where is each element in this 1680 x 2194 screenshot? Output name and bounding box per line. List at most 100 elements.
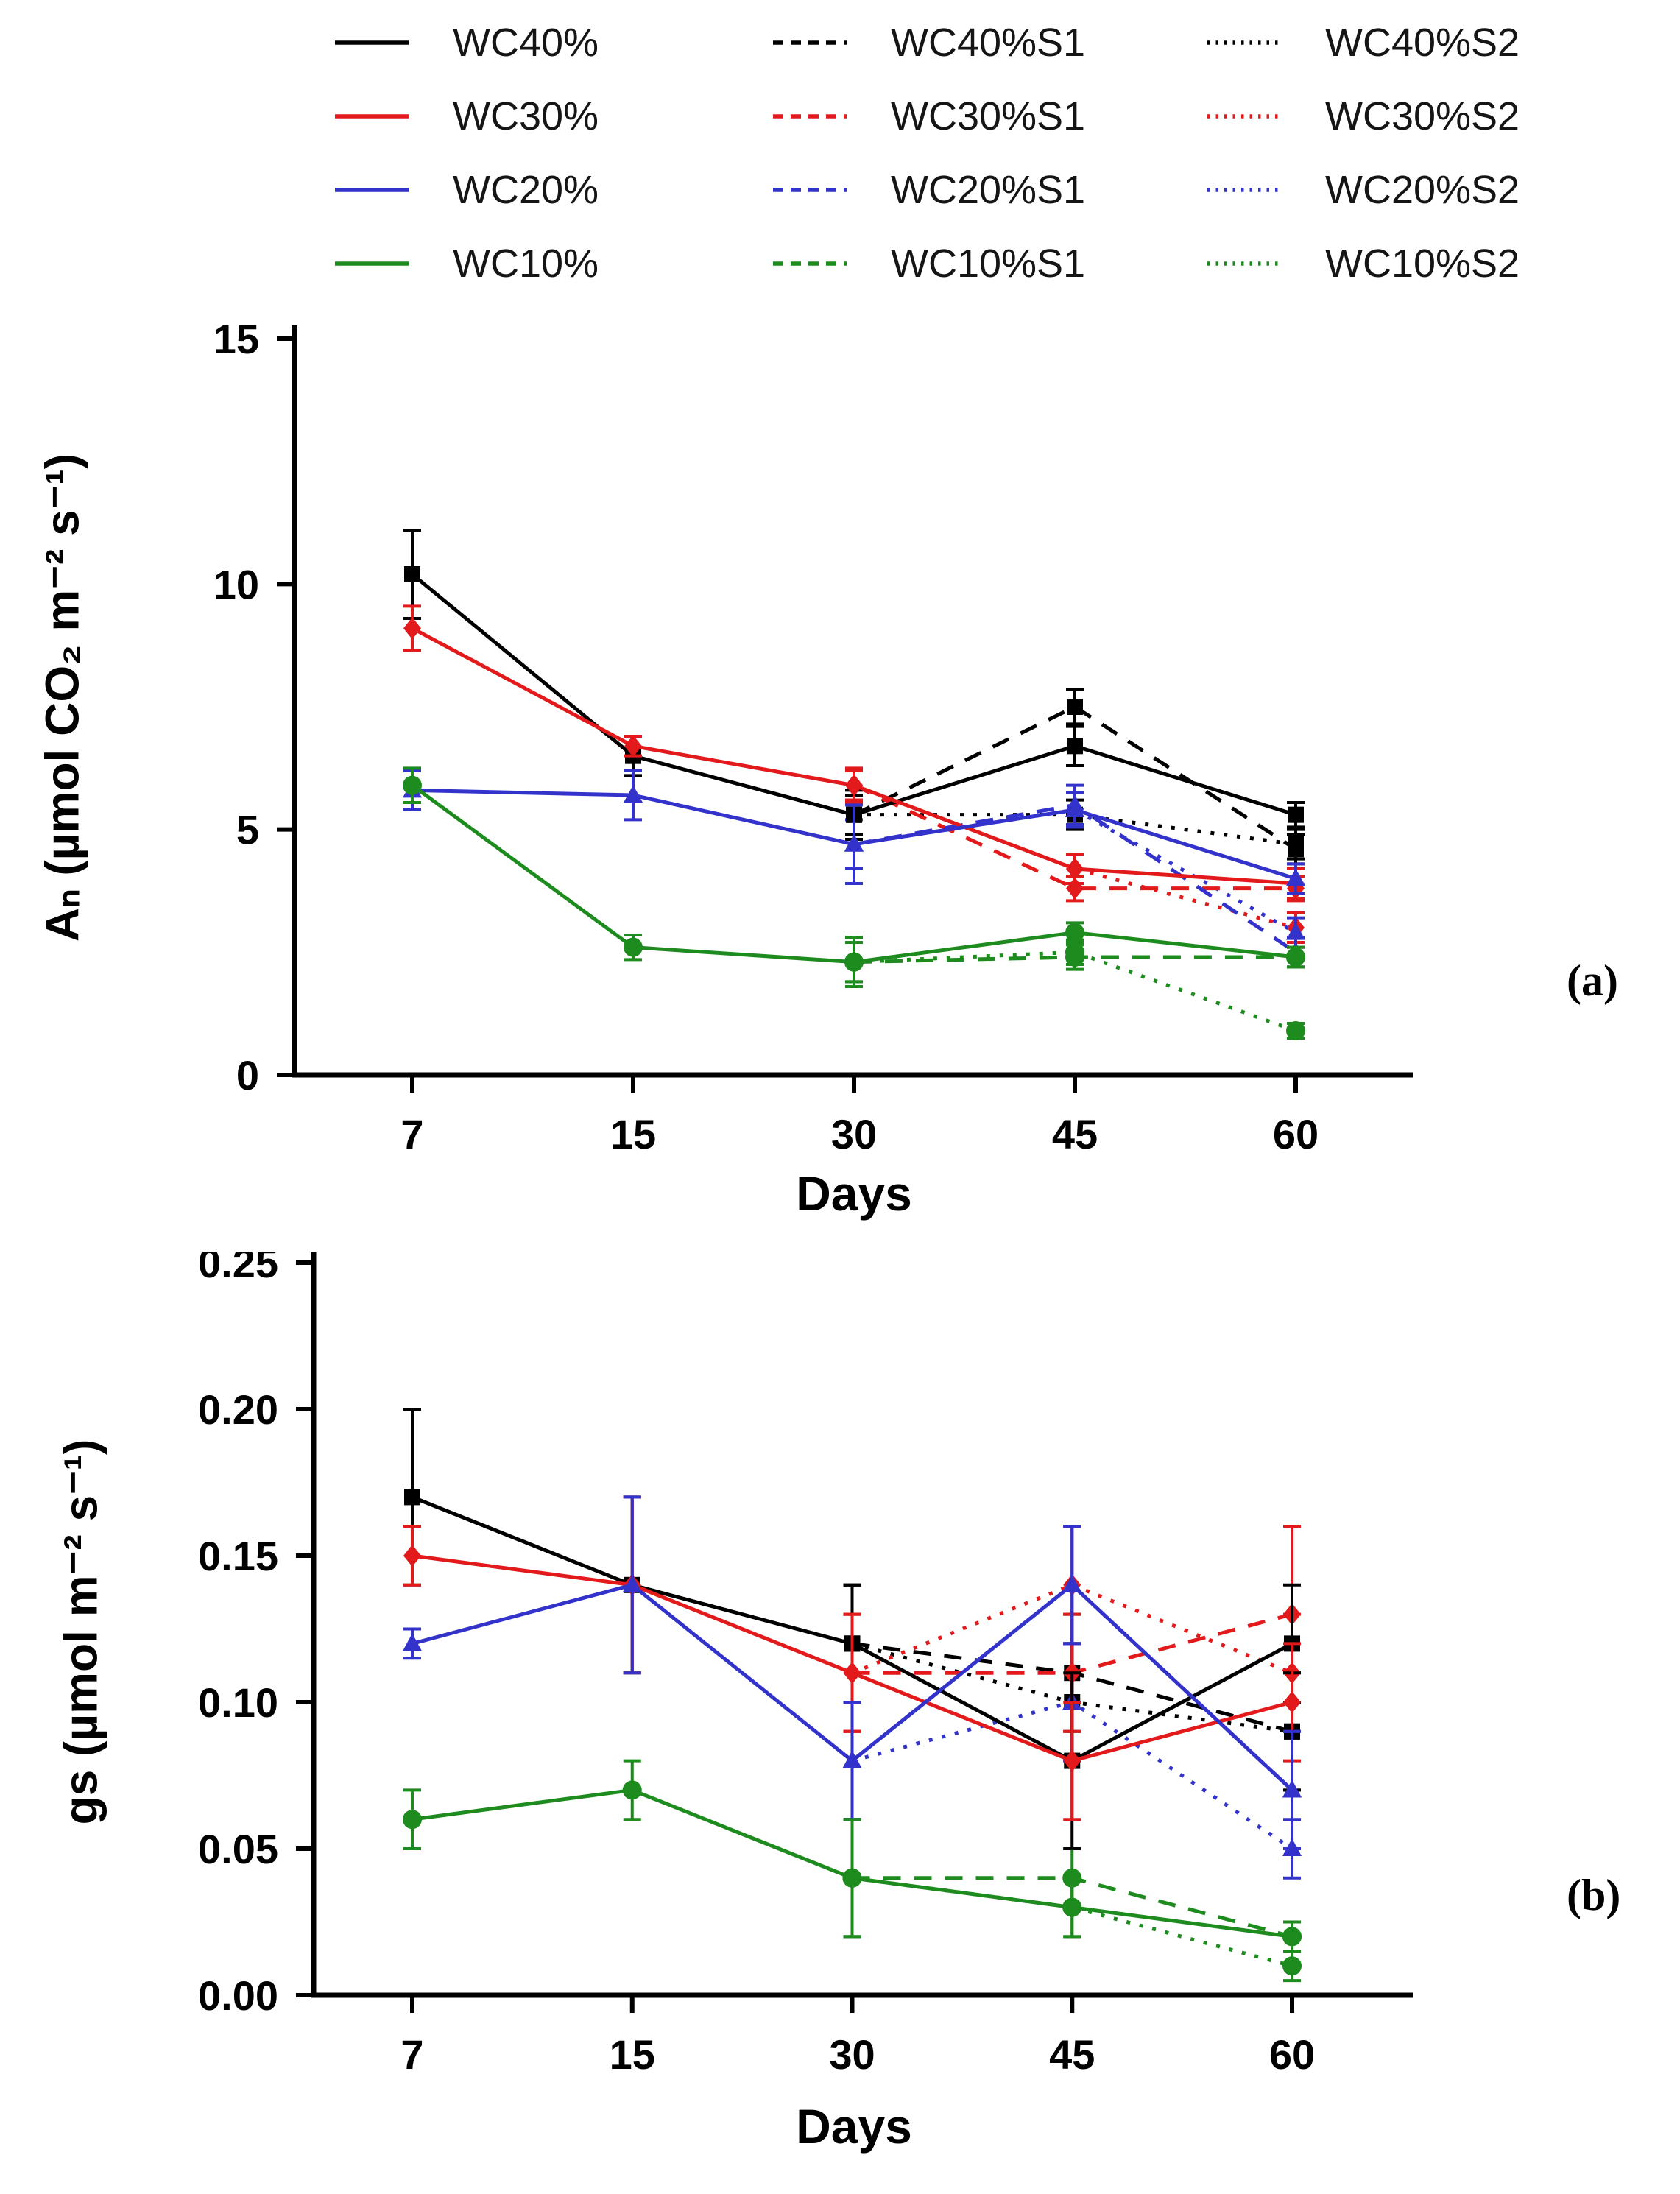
legend-line-sample-solid (335, 188, 409, 192)
circle-marker-wc10 (844, 952, 864, 972)
legend-label: WC40%S2 (1325, 21, 1520, 65)
diamond-marker-wc30 (1063, 1749, 1081, 1772)
x-tick-label: 7 (400, 2031, 423, 2078)
legend-item-wc10s2: WC10%S2 (1207, 240, 1605, 287)
legend-line-sample-dashed (773, 40, 847, 45)
chart-b: 0.00 0.05 0.10 0.15 0.20 0.25 7 15 30 45 60 (198, 1252, 1413, 2078)
diamond-marker-wc30 (403, 617, 421, 640)
y-tick-label: 0 (236, 1052, 259, 1098)
legend-line-sample-dotted (1207, 40, 1281, 45)
x-tick-label: 60 (1273, 1111, 1319, 1157)
panel-label-b: (b) (1567, 1871, 1621, 1919)
x-tick-label: 45 (1049, 2031, 1095, 2078)
y-tick-label: 15 (213, 316, 259, 362)
y-tick-label: 0.25 (198, 1252, 278, 1286)
legend-label: WC10%S1 (891, 241, 1086, 286)
legend-line-sample-dotted (1207, 114, 1281, 119)
legend-item-wc30s1: WC30%S1 (773, 93, 1207, 140)
triangle-marker-wc20 (1286, 868, 1305, 886)
circle-marker-wc10 (622, 1780, 642, 1800)
y-tick-label: 5 (236, 807, 259, 853)
circle-marker-wc10s1 (1065, 948, 1084, 967)
square-marker-wc40 (1288, 806, 1304, 823)
square-marker-wc40 (1067, 738, 1083, 755)
triangle-marker-wc20 (624, 785, 643, 803)
legend-line-sample-solid (335, 40, 409, 45)
diamond-marker-wc30 (403, 1545, 421, 1567)
legend-item-wc20s2: WC20%S2 (1207, 166, 1605, 214)
x-tick-label: 30 (831, 1111, 877, 1157)
legend-label: WC10%S2 (1325, 241, 1520, 286)
diamond-marker-wc30 (1066, 858, 1084, 880)
series-line-wc10s2 (852, 1876, 1293, 1968)
legend-line-sample-dashed (773, 261, 847, 266)
chart-a: 0 5 10 15 7 15 30 45 60 (213, 316, 1413, 1157)
legend-item-wc30s2: WC30%S2 (1207, 93, 1605, 140)
diamond-marker-wc30 (845, 774, 863, 797)
legend-line-sample-solid (335, 261, 409, 266)
circle-marker-wc10 (1062, 1897, 1082, 1917)
y-tick-label: 0.20 (198, 1386, 278, 1433)
circle-marker-wc10 (403, 1810, 422, 1830)
diamond-marker-wc30 (843, 1662, 861, 1685)
legend-item-wc30: WC30% (335, 93, 773, 140)
y-tick-label: 0.05 (198, 1826, 278, 1872)
legend-line-sample-dotted (1207, 261, 1281, 266)
legend-line-sample-dashed (773, 114, 847, 119)
legend-item-wc40s1: WC40%S1 (773, 19, 1207, 66)
triangle-marker-wc20 (403, 1633, 422, 1651)
legend-item-wc20: WC20% (335, 166, 773, 214)
panel-label-a: (a) (1567, 956, 1618, 1005)
circle-marker-wc10 (1286, 948, 1305, 967)
legend-item-wc10s1: WC10%S1 (773, 240, 1207, 287)
legend-line-sample-dotted (1207, 188, 1281, 192)
x-tick-label: 60 (1269, 2031, 1315, 2078)
x-tick-label: 30 (829, 2031, 875, 2078)
square-marker-wc40 (404, 566, 420, 582)
x-tick-label: 15 (610, 2031, 655, 2078)
triangle-marker-wc20 (844, 833, 864, 852)
legend-label: WC30%S1 (891, 94, 1086, 138)
y-tick-label: 0.00 (198, 1972, 278, 2019)
diamond-marker-wc30 (624, 735, 642, 758)
chart-a-x-axis-title: Days (796, 1166, 912, 1221)
square-marker-wc40s1 (1288, 841, 1304, 858)
circle-marker-wc10s2 (1286, 1021, 1305, 1040)
legend-line-sample-dashed (773, 188, 847, 192)
triangle-marker-wc20 (842, 1750, 862, 1768)
legend-label: WC40%S1 (891, 21, 1086, 65)
circle-marker-wc10 (1282, 1927, 1302, 1947)
x-tick-label: 7 (400, 1111, 423, 1157)
legend-item-wc40: WC40% (335, 19, 773, 66)
x-tick-label: 45 (1052, 1111, 1098, 1157)
circle-marker-wc10 (403, 775, 422, 795)
legend-label: WC10% (453, 241, 599, 286)
legend-item-wc10: WC10% (335, 240, 773, 287)
legend-label: WC20%S2 (1325, 168, 1520, 212)
triangle-marker-wc20 (1062, 1574, 1082, 1592)
legend-line-sample-solid (335, 114, 409, 119)
legend-label: WC20%S1 (891, 168, 1086, 212)
circle-marker-wc10 (1065, 923, 1084, 942)
y-tick-label: 10 (213, 561, 259, 607)
triangle-marker-wc20s2 (1286, 922, 1305, 940)
triangle-marker-wc20 (622, 1574, 642, 1592)
triangle-marker-wc20 (1065, 800, 1084, 817)
legend-item-wc20s1: WC20%S1 (773, 166, 1207, 214)
legend-label: WC40% (453, 21, 599, 65)
diamond-marker-wc30 (1283, 1691, 1301, 1713)
legend-label: WC20% (453, 168, 599, 212)
y-tick-label: 0.10 (198, 1679, 278, 1726)
legend: WC40% WC40%S1 WC40%S2 WC30% WC30%S1 WC30%S2 WC… (335, 19, 1605, 287)
legend-item-wc40s2: WC40%S2 (1207, 19, 1605, 66)
circle-marker-wc10s2 (1282, 1956, 1302, 1976)
legend-label: WC30%S2 (1325, 94, 1520, 138)
legend-label: WC30% (453, 94, 599, 138)
chart-b-x-axis-title: Days (796, 2099, 912, 2154)
x-tick-label: 15 (610, 1111, 656, 1157)
square-marker-wc40 (404, 1489, 420, 1506)
square-marker-wc40s1 (1067, 699, 1083, 715)
circle-marker-wc10 (842, 1868, 862, 1888)
y-tick-label: 0.15 (198, 1533, 278, 1579)
circle-marker-wc10 (624, 937, 643, 957)
